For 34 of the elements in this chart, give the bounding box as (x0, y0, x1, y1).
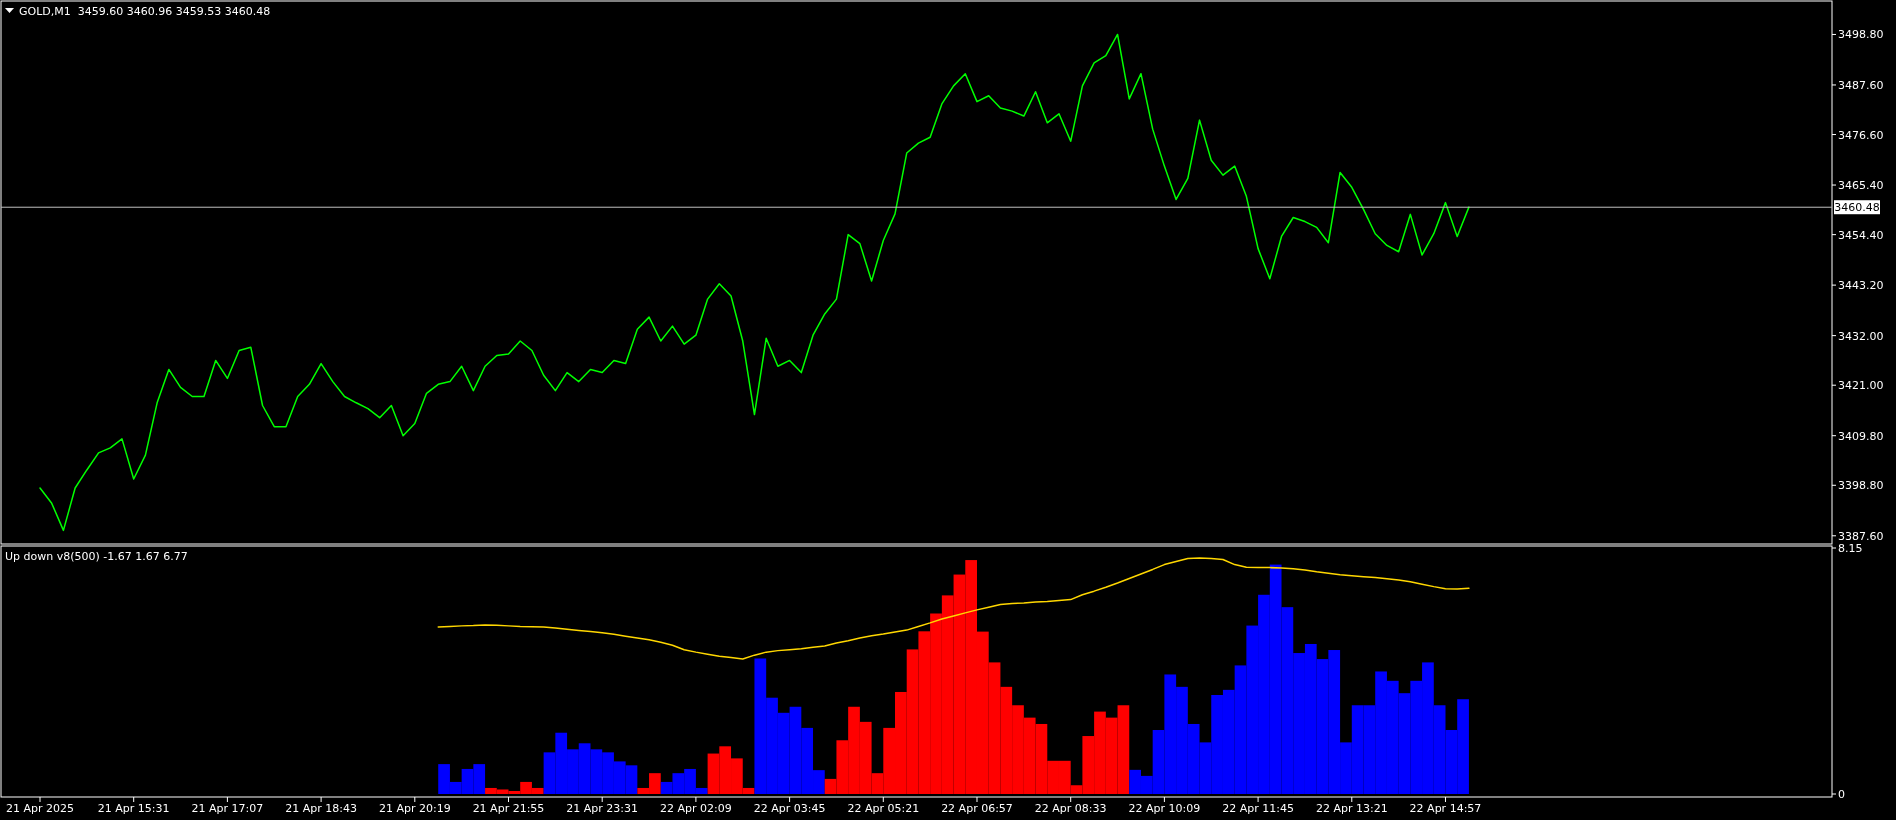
y-tick-label: 0 (1838, 788, 1845, 801)
x-tick-label: 22 Apr 02:09 (660, 802, 732, 815)
y-tick-label: 3421.00 (1838, 379, 1884, 393)
x-tick-label: 22 Apr 08:33 (1034, 802, 1107, 815)
ref-line-label: 3460.48 (1834, 201, 1880, 215)
x-tick-label: 21 Apr 18:43 (285, 802, 357, 815)
x-tick-label: 22 Apr 14:57 (1409, 802, 1482, 815)
y-tick-label: 3409.80 (1838, 429, 1884, 443)
y-tick-label: 3398.80 (1838, 479, 1884, 493)
y-tick-label: 3476.60 (1838, 128, 1884, 142)
y-tick-label: 3487.60 (1838, 78, 1884, 92)
x-tick-label: 21 Apr 15:31 (97, 802, 170, 815)
x-tick-label: 22 Apr 13:21 (1315, 802, 1388, 815)
line-series (437, 557, 1470, 660)
x-tick-label: 21 Apr 21:55 (472, 802, 545, 815)
y-tick-label: 3465.40 (1838, 179, 1884, 193)
y-tick-label: 3432.00 (1838, 329, 1884, 343)
y-tick-label: 3454.40 (1838, 228, 1884, 242)
x-tick-label: 21 Apr 23:31 (566, 802, 639, 815)
chart-title: GOLD,M1 3459.60 3460.96 3459.53 3460.48 (19, 5, 271, 18)
y-tick-label: 3387.60 (1838, 529, 1884, 543)
chart-title: Up down v8(500) -1.67 1.67 6.77 (5, 550, 188, 563)
x-tick-label: 21 Apr 17:07 (191, 802, 264, 815)
line-series (39, 33, 1470, 532)
x-tick-label: 22 Apr 06:57 (941, 802, 1013, 815)
x-tick-label: 21 Apr 2025 (5, 802, 75, 815)
y-tick-label: 3443.20 (1838, 279, 1884, 293)
y-tick-label: 8.15 (1838, 542, 1863, 555)
x-tick-label: 22 Apr 11:45 (1222, 802, 1294, 815)
x-tick-label: 22 Apr 05:21 (847, 802, 920, 815)
y-tick-label: 3498.80 (1838, 28, 1884, 42)
x-tick-label: 22 Apr 03:45 (753, 802, 826, 815)
x-tick-label: 21 Apr 20:19 (378, 802, 451, 815)
x-tick-label: 22 Apr 10:09 (1128, 802, 1201, 815)
